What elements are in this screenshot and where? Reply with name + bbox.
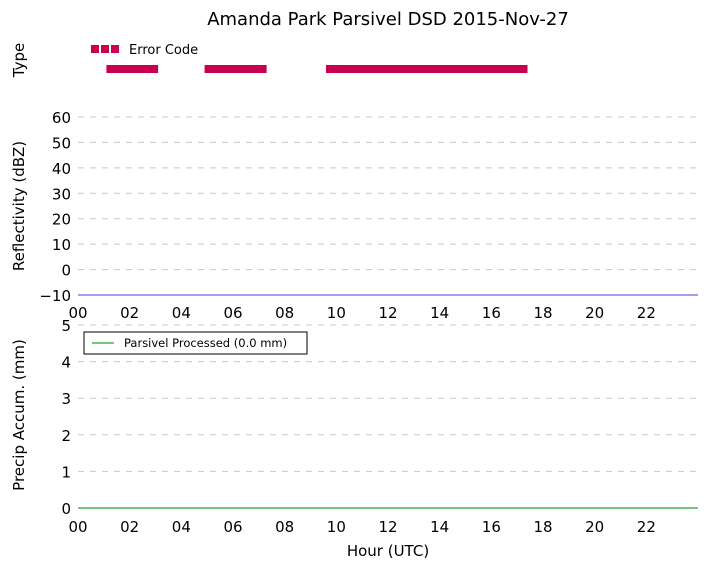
precip-x-tick-label: 04	[172, 518, 191, 536]
refl-y-tick-label: 10	[52, 236, 71, 254]
error-code-bar	[326, 65, 528, 73]
type-legend-swatch-3	[111, 45, 119, 53]
refl-x-tick-label: 08	[275, 304, 294, 322]
precip-y-tick-label: 2	[61, 427, 71, 445]
refl-y-tick-label: 40	[52, 160, 71, 178]
precip-x-ticks: 00 02 04 06 08 10 12 14 16 18 20 22	[68, 518, 655, 536]
type-legend-label: Error Code	[129, 43, 198, 58]
precip-x-tick-label: 06	[223, 518, 242, 536]
precip-x-tick-label: 02	[120, 518, 139, 536]
precip-x-tick-label: 00	[68, 518, 87, 536]
precip-y-tick-label: 1	[61, 463, 71, 481]
precip-x-tick-label: 16	[482, 518, 501, 536]
refl-x-tick-label: 14	[430, 304, 449, 322]
precip-legend-label: Parsivel Processed (0.0 mm)	[124, 336, 287, 350]
type-legend: Error Code	[91, 43, 198, 58]
precip-y-tick-label: 4	[61, 354, 71, 372]
precip-y-tick-label: 0	[61, 500, 71, 518]
refl-y-tick-label: 0	[61, 262, 71, 280]
reflectivity-y-ticks: −10 0 10 20 30 40 50 60	[39, 109, 71, 305]
precip-x-tick-label: 10	[327, 518, 346, 536]
precip-y-axis-label: Precip Accum. (mm)	[10, 339, 28, 491]
precip-x-tick-label: 12	[378, 518, 397, 536]
refl-x-tick-label: 06	[223, 304, 242, 322]
precip-x-tick-label: 22	[637, 518, 656, 536]
refl-y-tick-label: 20	[52, 211, 71, 229]
error-code-bars	[106, 65, 528, 73]
precip-legend: Parsivel Processed (0.0 mm)	[83, 331, 308, 355]
precip-y-ticks: 0 1 2 3 4 5	[61, 317, 71, 518]
precip-x-tick-label: 20	[585, 518, 604, 536]
precip-x-tick-label: 18	[533, 518, 552, 536]
precip-x-tick-label: 14	[430, 518, 449, 536]
precip-y-tick-label: 3	[61, 390, 71, 408]
precip-legend-box	[83, 331, 308, 355]
refl-x-tick-label: 00	[68, 304, 87, 322]
error-code-bar	[106, 65, 159, 73]
precip-y-tick-label: 5	[61, 317, 71, 335]
refl-x-tick-label: 12	[378, 304, 397, 322]
refl-y-tick-label: 50	[52, 134, 71, 152]
refl-x-tick-label: 16	[482, 304, 501, 322]
precip-grid	[78, 324, 698, 472]
refl-x-tick-label: 18	[533, 304, 552, 322]
refl-y-tick-label: −10	[39, 287, 71, 305]
reflectivity-x-ticks: 00 02 04 06 08 10 12 14 16 18 20 22	[68, 304, 655, 322]
refl-x-tick-label: 10	[327, 304, 346, 322]
refl-y-tick-label: 60	[52, 109, 71, 127]
error-code-bar	[204, 65, 267, 73]
type-legend-swatch-1	[91, 45, 99, 53]
x-axis-label: Hour (UTC)	[347, 542, 429, 560]
refl-y-tick-label: 30	[52, 185, 71, 203]
refl-x-tick-label: 22	[637, 304, 656, 322]
type-legend-swatch-2	[101, 45, 109, 53]
refl-x-tick-label: 20	[585, 304, 604, 322]
precip-x-tick-label: 08	[275, 518, 294, 536]
reflectivity-grid	[78, 116, 698, 271]
type-y-axis-label: Type	[10, 43, 28, 78]
refl-x-tick-label: 02	[120, 304, 139, 322]
reflectivity-y-axis-label: Reflectivity (dBZ)	[10, 141, 28, 271]
refl-x-tick-label: 04	[172, 304, 191, 322]
chart-title: Amanda Park Parsivel DSD 2015-Nov-27	[207, 9, 569, 30]
